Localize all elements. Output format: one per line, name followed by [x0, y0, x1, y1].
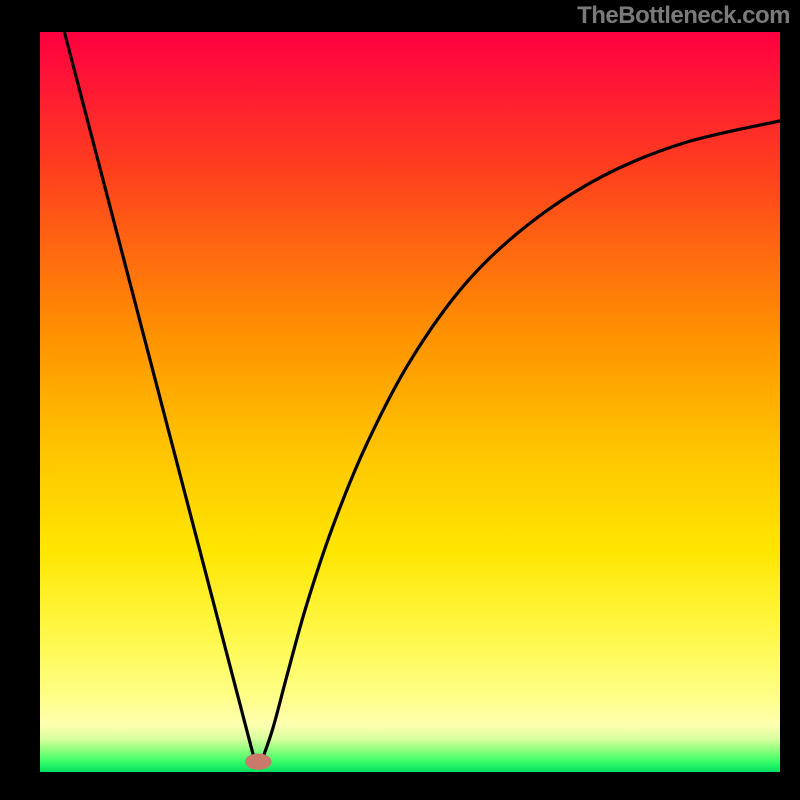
chart-frame: TheBottleneck.com [0, 0, 800, 800]
gradient-background [40, 32, 780, 772]
chart-svg [40, 32, 780, 772]
plot-area [40, 32, 780, 772]
watermark-text: TheBottleneck.com [577, 2, 790, 30]
vertex-marker [245, 754, 272, 770]
